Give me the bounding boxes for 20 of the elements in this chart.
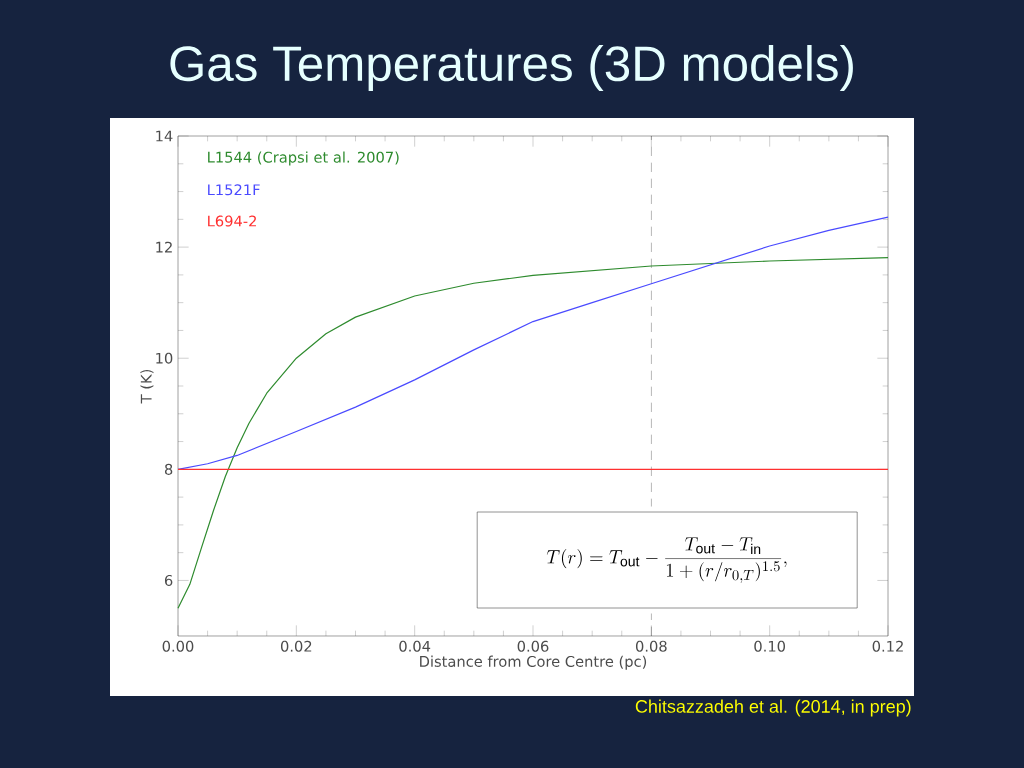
x-tick-label: 0.00 [162, 640, 194, 652]
y-tick-label: 8 [164, 463, 173, 475]
text: L1521F [208, 184, 260, 196]
y-tick-label: 6 [164, 574, 173, 586]
y-tick-label: 12 [156, 241, 172, 253]
x-tick-label: 0.02 [280, 640, 312, 652]
y-tick-label: 10 [156, 352, 173, 364]
x-tick-label: 0.10 [754, 640, 786, 652]
x-tick-label: 0.04 [399, 640, 431, 652]
x-axis-title: Distance from Core Centre (pc) [420, 655, 647, 670]
chart-title: Gas Temperatures (3D models) [170, 45, 853, 91]
text: L694-2 [208, 215, 256, 227]
x-tick-label: 0.12 [872, 640, 903, 652]
y-tick-label: 14 [156, 130, 173, 142]
x-tick-label: 0.08 [635, 640, 667, 652]
x-tick-label: 0.06 [517, 640, 549, 652]
y-axis-title: T (K) [140, 369, 154, 404]
text: Chitsazzadeh et al. (2014, in prep) [635, 699, 911, 717]
annotation: $T(r) = T_{\mathrm{out}} - \frac{T_{\mathrm{out}} - T_{\mathrm{in}}}{1 + (r/r_{0,T})^{1.5}},$ [546, 537, 787, 583]
text: L1544 (Crapsi et al. 2007) [208, 151, 399, 166]
